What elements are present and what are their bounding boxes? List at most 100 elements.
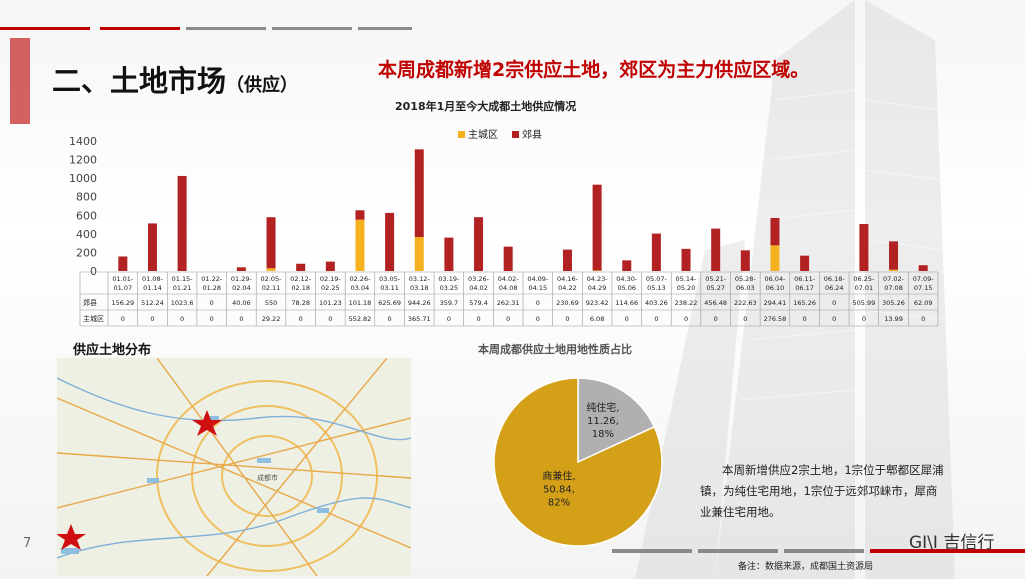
pie-slice-label: 18% xyxy=(592,429,614,440)
x-category-label: 02.12- xyxy=(290,275,312,283)
bar-suburb xyxy=(474,217,484,271)
bar-chart-legend: 主城区 郊县 xyxy=(458,126,542,141)
x-category-label: 03.04 xyxy=(351,284,370,292)
table-value-suburb: 512.24 xyxy=(141,299,164,307)
table-value-suburb: 262.31 xyxy=(497,299,520,307)
table-value-main-city: 13.99 xyxy=(884,315,903,323)
top-gray-bar xyxy=(186,27,266,30)
x-category-label: 03.26- xyxy=(468,275,490,283)
bar-suburb xyxy=(118,256,128,271)
data-table-grid xyxy=(79,271,939,327)
land-distribution-map: 成都市 xyxy=(57,358,411,576)
table-value-main-city: 0 xyxy=(921,315,925,323)
supply-location-star xyxy=(192,410,222,436)
bar-suburb xyxy=(147,223,157,271)
x-category-label: 06.18- xyxy=(824,275,846,283)
table-value-suburb: 579.4 xyxy=(469,299,488,307)
bottom-accent-bar xyxy=(870,549,1025,553)
x-category-label: 06.04- xyxy=(764,275,786,283)
x-category-label: 03.18 xyxy=(410,284,429,292)
title-accent-block xyxy=(10,38,30,124)
bar-suburb xyxy=(681,248,691,271)
x-category-label: 01.01- xyxy=(112,275,134,283)
x-category-label: 02.19- xyxy=(320,275,342,283)
bottom-gray-bar xyxy=(698,549,778,553)
x-category-label: 04.29 xyxy=(588,284,607,292)
x-category-label: 04.16- xyxy=(557,275,579,283)
x-category-label: 02.25 xyxy=(321,284,340,292)
legend-item-suburb: 郊县 xyxy=(512,126,542,141)
table-value-main-city: 0 xyxy=(803,315,807,323)
bar-main-city xyxy=(355,219,365,271)
bar-chart-title: 2018年1月至今大成都土地供应情况 xyxy=(395,100,577,113)
table-value-main-city: 0 xyxy=(625,315,629,323)
x-category-label: 02.05- xyxy=(261,275,283,283)
x-category-label: 06.10 xyxy=(766,284,785,292)
table-value-main-city: 0 xyxy=(654,315,658,323)
bar-main-city xyxy=(414,237,424,271)
bar-suburb xyxy=(592,184,602,271)
bar-suburb xyxy=(651,233,661,271)
table-value-suburb: 238.22 xyxy=(675,299,698,307)
company-logo: GI\I 吉信行 xyxy=(909,533,995,553)
page-title: 二、土地市场（供应） xyxy=(52,64,299,98)
x-category-label: 07.15 xyxy=(914,284,933,292)
x-category-label: 02.04 xyxy=(232,284,251,292)
table-value-main-city: 0 xyxy=(684,315,688,323)
pie-chart: 纯住宅, 11.26, 18% 商兼住, 50.84, 82% xyxy=(493,377,663,547)
table-value-main-city: 0 xyxy=(388,315,392,323)
page-number: 7 xyxy=(23,536,32,551)
x-category-label: 06.17 xyxy=(795,284,814,292)
x-category-label: 03.19- xyxy=(438,275,460,283)
x-category-label: 05.21- xyxy=(705,275,727,283)
bar-chart: 0 200 400 600 800 1000 1200 1400 01.01-01.07 156.… xyxy=(69,135,939,327)
table-value-suburb: 305.26 xyxy=(882,299,905,307)
bar-main-city xyxy=(770,245,780,271)
data-source-note: 备注：数据来源，成都国土资源局 xyxy=(738,562,874,572)
table-value-suburb: 923.42 xyxy=(586,299,609,307)
table-value-main-city: 0 xyxy=(180,315,184,323)
x-category-label: 06.03 xyxy=(736,284,755,292)
pie-slice-label: 82% xyxy=(548,498,570,509)
bar-suburb xyxy=(414,149,424,238)
pie-chart-title: 本周成都供应土地用地性质占比 xyxy=(478,343,632,356)
x-category-label: 02.18 xyxy=(291,284,310,292)
x-category-label: 02.26- xyxy=(349,275,371,283)
top-gray-bar xyxy=(358,27,412,30)
table-value-suburb: 114.66 xyxy=(615,299,638,307)
table-value-suburb: 550 xyxy=(265,299,277,307)
x-category-label: 04.23- xyxy=(587,275,609,283)
table-value-main-city: 0 xyxy=(714,315,718,323)
x-category-label: 06.24 xyxy=(825,284,844,292)
pie-slice xyxy=(493,377,663,547)
bar-suburb xyxy=(236,267,246,271)
bar-suburb xyxy=(889,241,899,270)
summary-paragraph: 本周新增供应2宗土地，1宗位于郫都区犀浦镇，为纯住宅用地，1宗位于远郊邛崃市，犀… xyxy=(700,463,944,519)
bar-suburb xyxy=(385,212,395,271)
bar-suburb xyxy=(918,265,928,271)
bar-suburb xyxy=(859,224,869,271)
y-tick-label: 1200 xyxy=(69,154,97,167)
table-value-main-city: 0 xyxy=(239,315,243,323)
x-category-label: 01.08- xyxy=(142,275,164,283)
table-value-main-city: 0 xyxy=(447,315,451,323)
x-category-label: 01.14 xyxy=(143,284,162,292)
map-graphic: 成都市 xyxy=(57,358,411,576)
x-category-label: 03.25 xyxy=(440,284,459,292)
x-category-label: 05.06 xyxy=(617,284,636,292)
x-category-label: 05.28- xyxy=(735,275,757,283)
table-row-label-main-city: 主城区 xyxy=(83,314,104,323)
table-value-suburb: 230.69 xyxy=(556,299,579,307)
bar-main-city xyxy=(266,268,276,271)
bottom-gray-bar xyxy=(612,549,692,553)
x-category-label: 01.21 xyxy=(173,284,192,292)
y-tick-label: 1400 xyxy=(69,135,97,148)
table-value-main-city: 0 xyxy=(743,315,747,323)
x-category-label: 04.02- xyxy=(498,275,520,283)
bar-suburb xyxy=(296,263,306,271)
bar-suburb xyxy=(444,237,454,271)
x-category-label: 01.29- xyxy=(231,275,253,283)
y-tick-label: 400 xyxy=(76,228,97,241)
x-category-label: 03.05- xyxy=(379,275,401,283)
